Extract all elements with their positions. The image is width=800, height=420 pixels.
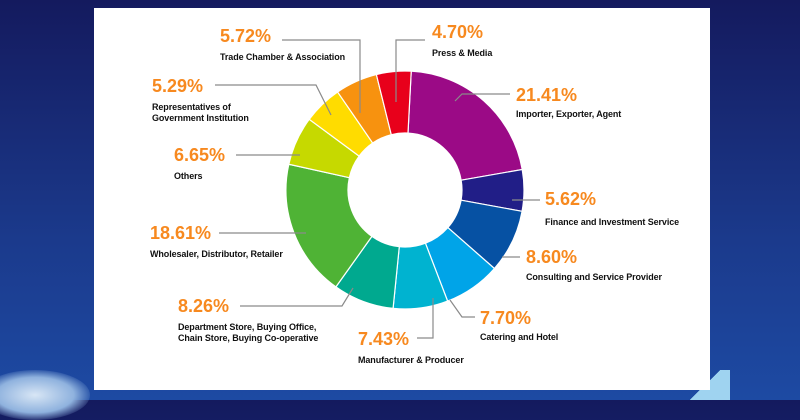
category-label-manufacturer: Manufacturer & Producer xyxy=(358,355,464,365)
value-label-importer: 21.41% xyxy=(516,85,578,105)
donut-slice-importer xyxy=(407,70,523,181)
value-label-catering: 7.70% xyxy=(480,308,532,328)
value-label-trade-chamber: 5.72% xyxy=(220,26,272,46)
leader-line-press xyxy=(395,39,425,102)
category-label-importer: Importer, Exporter, Agent xyxy=(516,109,622,119)
donut-slice-press xyxy=(375,70,412,136)
donut-chart xyxy=(215,39,540,339)
category-label-representatives-line2: Government Institution xyxy=(152,113,249,123)
donut-slice-wholesaler xyxy=(285,163,373,288)
value-label-wholesaler: 18.61% xyxy=(150,223,212,243)
leader-line-trade-chamber xyxy=(282,39,361,113)
category-label-department-store-line1: Department Store, Buying Office, xyxy=(178,322,317,332)
category-label-others: Others xyxy=(174,171,203,181)
category-label-catering: Catering and Hotel xyxy=(480,332,559,342)
value-label-department-store: 8.26% xyxy=(178,296,230,316)
category-label-trade-chamber: Trade Chamber & Association xyxy=(220,52,346,62)
category-label-consulting: Consulting and Service Provider xyxy=(526,272,662,282)
leader-line-manufacturer xyxy=(417,298,434,339)
value-label-consulting: 8.60% xyxy=(526,247,578,267)
value-label-representatives: 5.29% xyxy=(152,76,204,96)
value-label-others: 6.65% xyxy=(174,145,226,165)
category-label-press: Press & Media xyxy=(432,48,493,58)
value-label-manufacturer: 7.43% xyxy=(358,329,410,349)
leader-line-catering xyxy=(449,299,475,318)
category-label-department-store-line2: Chain Store, Buying Co-operative xyxy=(178,333,319,343)
category-label-representatives-line1: Representatives of xyxy=(152,102,231,112)
leader-line-importer xyxy=(454,93,510,102)
category-label-wholesaler: Wholesaler, Distributor, Retailer xyxy=(150,249,283,259)
leader-line-representatives xyxy=(215,84,332,116)
category-label-finance: Finance and Investment Service xyxy=(545,217,680,227)
leader-line-department-store xyxy=(240,287,354,307)
value-label-finance: 5.62% xyxy=(545,189,597,209)
value-label-press: 4.70% xyxy=(432,22,484,42)
